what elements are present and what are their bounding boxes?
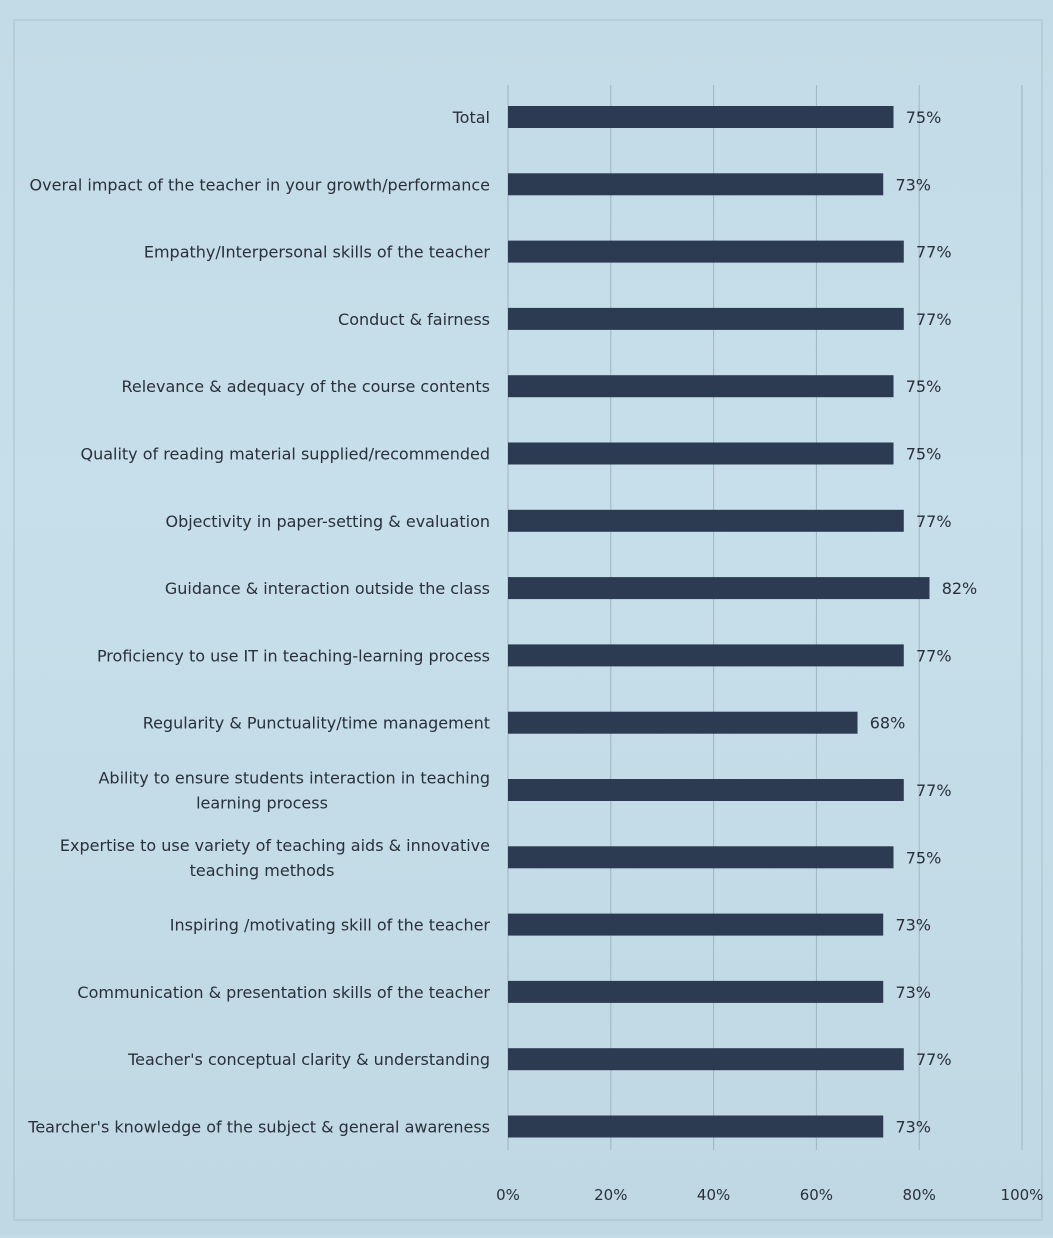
bar bbox=[508, 1048, 904, 1071]
bar bbox=[508, 375, 894, 398]
data-label: 77% bbox=[916, 512, 952, 531]
data-label: 77% bbox=[916, 781, 952, 800]
data-label: 77% bbox=[916, 646, 952, 665]
bar bbox=[508, 106, 894, 128]
x-tick-label: 40% bbox=[697, 1186, 730, 1204]
bar bbox=[508, 711, 858, 734]
data-label: 77% bbox=[916, 310, 952, 329]
data-label: 75% bbox=[906, 848, 942, 867]
data-label: 77% bbox=[916, 1050, 952, 1069]
bar bbox=[508, 913, 884, 936]
x-tick-label: 100% bbox=[1001, 1186, 1044, 1204]
data-label: 75% bbox=[906, 108, 942, 127]
x-axis-ticks: 0% 20% 40% 60% 80% 100% bbox=[496, 1186, 1043, 1204]
bar bbox=[508, 980, 884, 1003]
category-label: Inspiring /motivating skill of the teach… bbox=[170, 916, 491, 935]
x-tick-label: 80% bbox=[903, 1186, 936, 1204]
bar bbox=[508, 846, 894, 869]
category-label: Communication & presentation skills of t… bbox=[77, 983, 490, 1002]
data-label: 75% bbox=[906, 445, 942, 464]
data-label: 77% bbox=[916, 243, 952, 262]
bar bbox=[508, 173, 884, 196]
category-label: Regularity & Punctuality/time management bbox=[143, 714, 490, 733]
data-label: 82% bbox=[942, 579, 978, 598]
category-label: Guidance & interaction outside the class bbox=[165, 579, 490, 598]
bar bbox=[508, 644, 904, 667]
bar bbox=[508, 307, 904, 330]
category-label: Empathy/Interpersonal skills of the teac… bbox=[144, 243, 491, 262]
x-tick-label: 0% bbox=[496, 1186, 520, 1204]
data-label: 73% bbox=[895, 983, 931, 1002]
category-label: Relevance & adequacy of the course conte… bbox=[121, 377, 490, 396]
bar bbox=[508, 577, 930, 600]
category-label: Quality of reading material supplied/rec… bbox=[80, 445, 490, 464]
bar bbox=[508, 779, 904, 801]
value-labels: 75% 73% 77% 77% 75% 75% 77% 82% 77% 68% 77% 75% 73% 7… bbox=[870, 108, 978, 1137]
category-label: Conduct & fairness bbox=[338, 310, 490, 329]
category-label: Total bbox=[452, 108, 490, 127]
bar bbox=[508, 442, 894, 465]
data-label: 73% bbox=[895, 175, 931, 194]
x-tick-label: 60% bbox=[800, 1186, 833, 1204]
bar bbox=[508, 509, 904, 532]
category-label: Objectivity in paper-setting & evaluatio… bbox=[165, 512, 490, 531]
category-label: Overal impact of the teacher in your gro… bbox=[30, 175, 490, 194]
bars bbox=[508, 106, 930, 1138]
category-label: Teacher's conceptual clarity & understan… bbox=[127, 1050, 490, 1069]
category-labels: Total Overal impact of the teacher in you… bbox=[27, 108, 490, 1137]
category-label: Expertise to use variety of teaching aid… bbox=[60, 836, 490, 880]
category-label: Proficiency to use IT in teaching-learni… bbox=[97, 646, 490, 665]
chart-frame bbox=[13, 19, 1043, 1221]
data-label: 75% bbox=[906, 377, 942, 396]
bar bbox=[508, 240, 904, 263]
x-tick-label: 20% bbox=[594, 1186, 627, 1204]
data-label: 73% bbox=[895, 916, 931, 935]
category-label: Ability to ensure students interaction i… bbox=[98, 769, 490, 813]
bar bbox=[508, 1115, 884, 1138]
data-label: 73% bbox=[895, 1118, 931, 1137]
data-label: 68% bbox=[870, 714, 906, 733]
category-label: Tearcher's knowledge of the subject & ge… bbox=[27, 1118, 490, 1137]
